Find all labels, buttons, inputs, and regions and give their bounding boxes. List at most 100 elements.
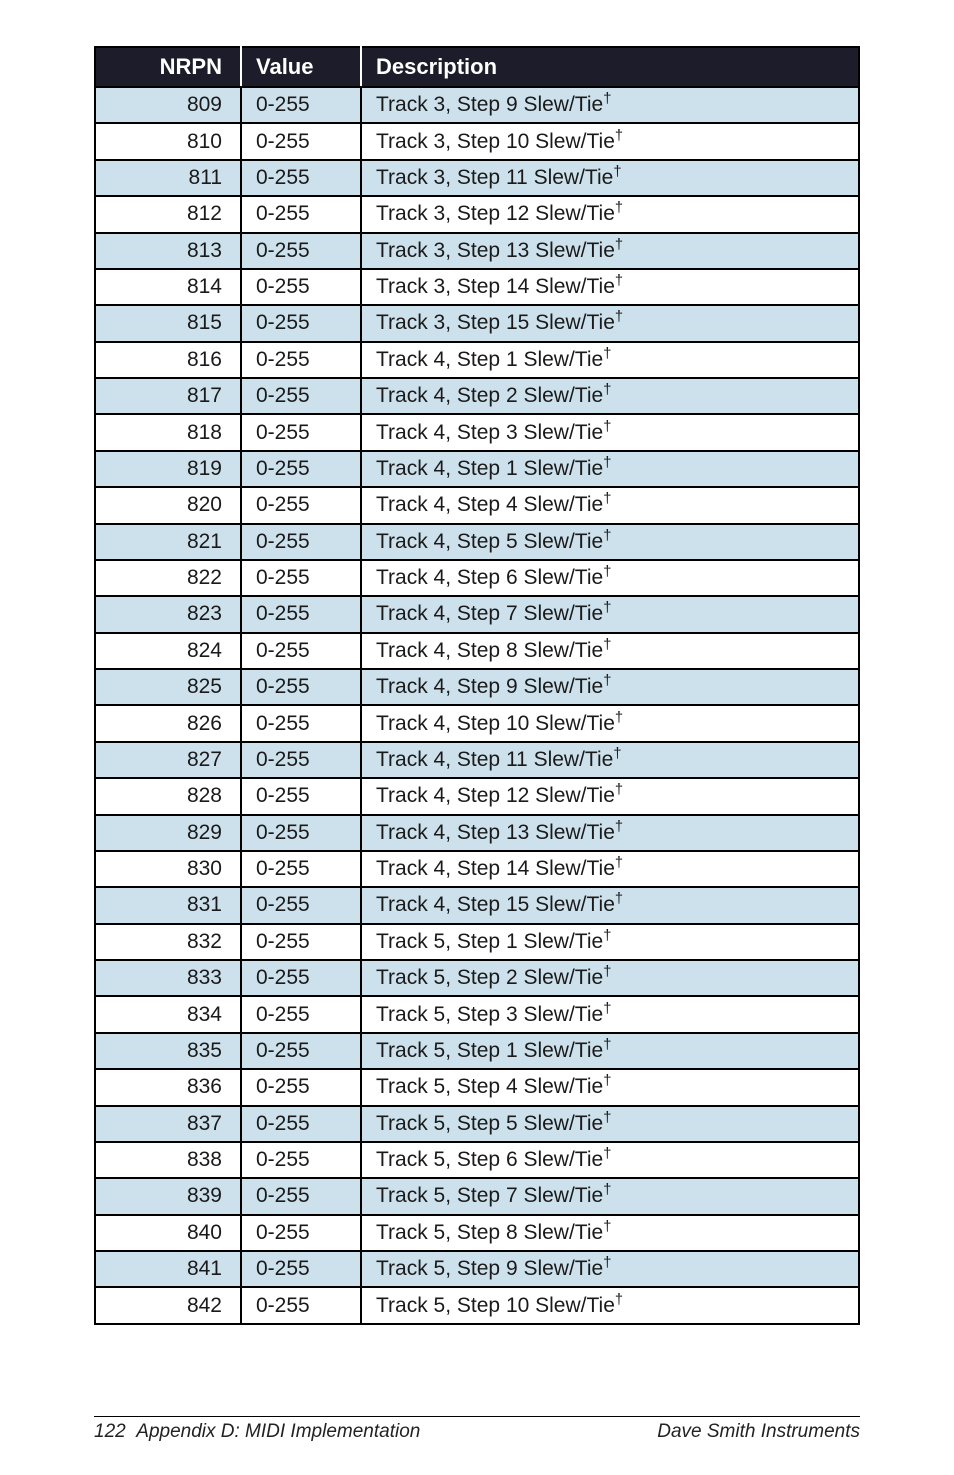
cell-nrpn: 827 [95,742,241,778]
table-row: 8240-255Track 4, Step 8 Slew/Tie† [95,633,859,669]
cell-value: 0-255 [241,996,361,1032]
cell-nrpn: 823 [95,596,241,632]
cell-nrpn: 842 [95,1287,241,1323]
page-footer: 122 Appendix D: MIDI Implementation Dave… [94,1416,860,1443]
dagger-icon: † [603,1182,611,1198]
cell-description: Track 5, Step 1 Slew/Tie† [361,924,859,960]
dagger-icon: † [603,1255,611,1271]
footer-left: 122 Appendix D: MIDI Implementation [94,1421,420,1443]
cell-value: 0-255 [241,378,361,414]
cell-nrpn: 809 [95,87,241,123]
cell-value: 0-255 [241,1142,361,1178]
cell-description-text: Track 3, Step 11 Slew/Tie [376,166,613,189]
cell-value: 0-255 [241,669,361,705]
dagger-icon: † [615,273,623,289]
cell-value: 0-255 [241,596,361,632]
cell-value: 0-255 [241,233,361,269]
cell-value: 0-255 [241,1178,361,1214]
cell-value: 0-255 [241,924,361,960]
cell-value: 0-255 [241,1033,361,1069]
cell-description: Track 4, Step 14 Slew/Tie† [361,851,859,887]
cell-nrpn: 834 [95,996,241,1032]
table-row: 8420-255Track 5, Step 10 Slew/Tie† [95,1287,859,1323]
cell-description-text: Track 5, Step 9 Slew/Tie [376,1257,603,1280]
dagger-icon: † [615,782,623,798]
cell-nrpn: 836 [95,1069,241,1105]
dagger-icon: † [603,600,611,616]
cell-value: 0-255 [241,123,361,159]
dagger-icon: † [615,855,623,871]
cell-nrpn: 831 [95,887,241,923]
cell-description: Track 4, Step 6 Slew/Tie† [361,560,859,596]
nrpn-table-container: NRPN Value Description 8090-255Track 3, … [94,46,860,1325]
cell-description-text: Track 4, Step 14 Slew/Tie [376,857,615,880]
cell-value: 0-255 [241,815,361,851]
dagger-icon: † [603,964,611,980]
cell-description-text: Track 4, Step 9 Slew/Tie [376,675,603,698]
dagger-icon: † [615,1292,623,1308]
dagger-icon: † [603,673,611,689]
cell-description-text: Track 3, Step 15 Slew/Tie [376,311,615,334]
cell-description-text: Track 3, Step 14 Slew/Tie [376,275,615,298]
table-row: 8190-255Track 4, Step 1 Slew/Tie† [95,451,859,487]
cell-description-text: Track 4, Step 5 Slew/Tie [376,530,603,553]
cell-description-text: Track 4, Step 6 Slew/Tie [376,566,603,589]
footer-brand: Dave Smith Instruments [657,1421,860,1443]
cell-value: 0-255 [241,633,361,669]
cell-nrpn: 835 [95,1033,241,1069]
cell-nrpn: 833 [95,960,241,996]
cell-description: Track 5, Step 7 Slew/Tie† [361,1178,859,1214]
cell-value: 0-255 [241,887,361,923]
dagger-icon: † [603,346,611,362]
table-row: 8130-255Track 3, Step 13 Slew/Tie† [95,233,859,269]
cell-description-text: Track 4, Step 15 Slew/Tie [376,893,615,916]
cell-description: Track 5, Step 10 Slew/Tie† [361,1287,859,1323]
cell-nrpn: 826 [95,705,241,741]
dagger-icon: † [603,528,611,544]
cell-description-text: Track 4, Step 4 Slew/Tie [376,493,603,516]
cell-nrpn: 837 [95,1106,241,1142]
table-row: 8310-255Track 4, Step 15 Slew/Tie† [95,887,859,923]
cell-description-text: Track 3, Step 13 Slew/Tie [376,239,615,262]
cell-value: 0-255 [241,269,361,305]
table-row: 8300-255Track 4, Step 14 Slew/Tie† [95,851,859,887]
dagger-icon: † [615,309,623,325]
footer-page-number: 122 [94,1421,126,1442]
cell-description-text: Track 4, Step 13 Slew/Tie [376,821,615,844]
table-row: 8380-255Track 5, Step 6 Slew/Tie† [95,1142,859,1178]
cell-description: Track 5, Step 4 Slew/Tie† [361,1069,859,1105]
cell-description: Track 4, Step 7 Slew/Tie† [361,596,859,632]
cell-nrpn: 816 [95,342,241,378]
cell-description: Track 3, Step 12 Slew/Tie† [361,196,859,232]
table-row: 8340-255Track 5, Step 3 Slew/Tie† [95,996,859,1032]
cell-description-text: Track 4, Step 3 Slew/Tie [376,421,603,444]
cell-description-text: Track 3, Step 12 Slew/Tie [376,202,615,225]
table-row: 8360-255Track 5, Step 4 Slew/Tie† [95,1069,859,1105]
table-row: 8200-255Track 4, Step 4 Slew/Tie† [95,487,859,523]
cell-nrpn: 832 [95,924,241,960]
table-row: 8230-255Track 4, Step 7 Slew/Tie† [95,596,859,632]
dagger-icon: † [603,382,611,398]
dagger-icon: † [603,1110,611,1126]
table-row: 8260-255Track 4, Step 10 Slew/Tie† [95,705,859,741]
cell-description-text: Track 3, Step 9 Slew/Tie [376,93,603,116]
cell-description-text: Track 4, Step 1 Slew/Tie [376,348,603,371]
cell-nrpn: 812 [95,196,241,232]
cell-description: Track 5, Step 3 Slew/Tie† [361,996,859,1032]
cell-value: 0-255 [241,560,361,596]
cell-description-text: Track 4, Step 8 Slew/Tie [376,639,603,662]
cell-description: Track 5, Step 1 Slew/Tie† [361,1033,859,1069]
cell-description-text: Track 4, Step 1 Slew/Tie [376,457,603,480]
cell-description-text: Track 4, Step 12 Slew/Tie [376,784,615,807]
cell-description: Track 5, Step 9 Slew/Tie† [361,1251,859,1287]
cell-description-text: Track 5, Step 8 Slew/Tie [376,1221,603,1244]
cell-nrpn: 839 [95,1178,241,1214]
cell-nrpn: 822 [95,560,241,596]
cell-nrpn: 824 [95,633,241,669]
cell-description: Track 4, Step 8 Slew/Tie† [361,633,859,669]
cell-value: 0-255 [241,778,361,814]
dagger-icon: † [603,91,611,107]
cell-description: Track 4, Step 11 Slew/Tie† [361,742,859,778]
cell-value: 0-255 [241,342,361,378]
dagger-icon: † [603,455,611,471]
